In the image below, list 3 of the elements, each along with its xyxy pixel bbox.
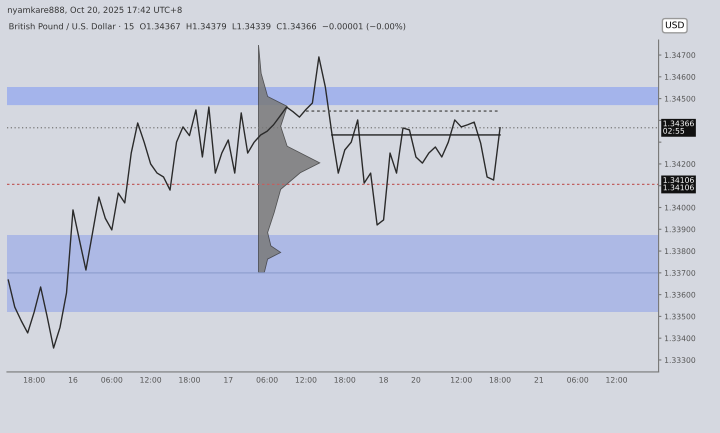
chart-title: British Pound / U.S. Dollar · 15 O1.34367 H1.34379 L1.34339 C1.34366 −0.00001 (−0.00%) bbox=[9, 22, 406, 30]
chart-subtitle: nyamkare888, Oct 20, 2025 17:42 UTC+8 bbox=[8, 6, 182, 15]
y-axis-title: USD bbox=[666, 21, 684, 28]
